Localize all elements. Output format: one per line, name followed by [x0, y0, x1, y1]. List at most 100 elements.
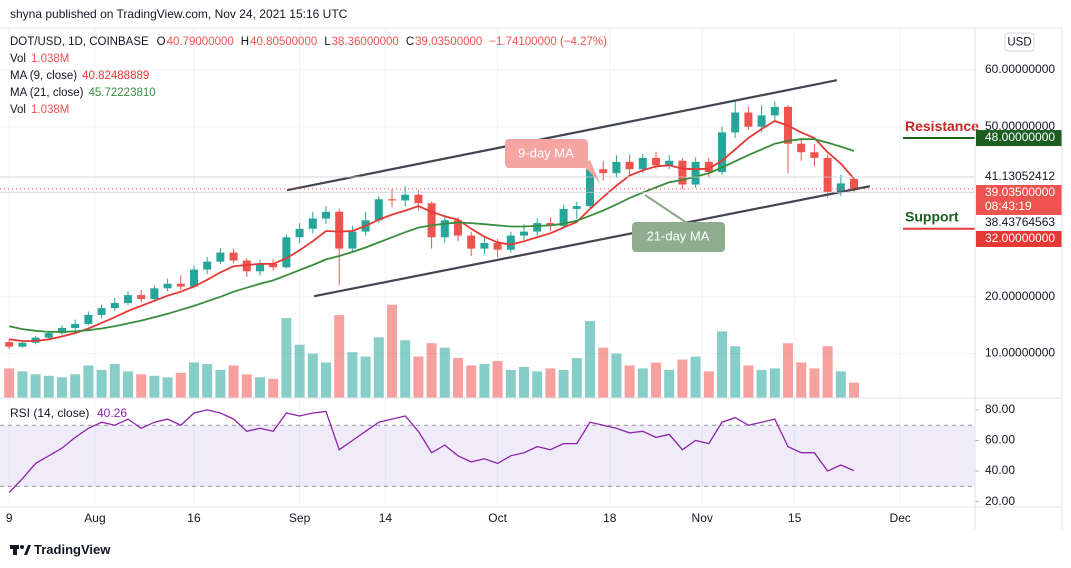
- candle-body: [836, 183, 845, 192]
- brand: TradingView: [10, 542, 111, 557]
- volume-bar: [360, 356, 371, 398]
- candle-body: [295, 228, 304, 238]
- candle-body: [678, 160, 687, 185]
- volume-bar: [294, 344, 305, 398]
- candle-body: [797, 143, 806, 153]
- price-label: 39.03500000: [985, 185, 1055, 199]
- legend-name: MA (9, close): [10, 70, 77, 82]
- volume-bar: [545, 368, 556, 398]
- ma-line: [9, 120, 855, 342]
- candle-body: [163, 283, 172, 289]
- axes: 9 Aug 16 Sep 14 Oct 18 Nov 15 Dec 10.00000000 20.00…: [0, 27, 1063, 530]
- candle-body: [599, 169, 608, 174]
- candle-body: [308, 218, 317, 229]
- candle-body: [480, 242, 489, 249]
- candle-body: [203, 261, 212, 270]
- candle-body: [123, 295, 132, 304]
- candle-body: [506, 235, 515, 250]
- volume-bar: [386, 304, 397, 398]
- rsi-line: [8, 409, 855, 493]
- volume-bar: [320, 362, 331, 398]
- level-text: Support: [905, 208, 959, 224]
- volume-bar: [109, 363, 120, 398]
- candle-body: [401, 194, 410, 201]
- volume-bar: [347, 352, 358, 398]
- volume-bar: [307, 353, 318, 398]
- volume-bar: [703, 371, 714, 398]
- candle-body: [269, 263, 278, 268]
- rsi-tick-label: 20.00: [985, 494, 1015, 508]
- volume-bar: [215, 369, 226, 398]
- volume-bar: [334, 315, 345, 398]
- candle-body: [110, 303, 119, 309]
- candle-body: [810, 152, 819, 158]
- published-note: shyna published on TradingView.com, Nov …: [10, 7, 348, 21]
- candle-body: [704, 161, 713, 173]
- candle-body: [189, 269, 198, 287]
- price-label: 38.43764563: [985, 215, 1055, 229]
- x-tick-label: 9: [6, 511, 13, 525]
- rsi-tick-label: 80.00: [985, 402, 1015, 416]
- candle-body: [665, 160, 674, 166]
- candle-body: [718, 132, 727, 173]
- currency-button[interactable]: [1004, 32, 1035, 52]
- annotation-text: 9-day MA: [518, 145, 574, 160]
- volume-bar: [796, 362, 807, 398]
- candle-body: [84, 314, 93, 325]
- volume-bar: [651, 362, 662, 398]
- volume-bar: [690, 356, 701, 398]
- volume-bar: [677, 359, 688, 398]
- volume-bar: [783, 343, 794, 398]
- candle-body: [387, 199, 396, 201]
- legend-name: MA (21, close): [10, 87, 84, 99]
- volume-bar: [268, 378, 279, 398]
- candle-body: [348, 231, 357, 249]
- ohlc-key: C: [406, 36, 414, 48]
- candle-body: [757, 115, 766, 127]
- volume-bar: [637, 368, 648, 398]
- volume-bar: [505, 369, 516, 398]
- price-label: 41.13052412: [985, 169, 1055, 183]
- legend-value: 1.038M: [31, 53, 69, 65]
- volume: [4, 304, 860, 398]
- x-tick-label: Sep: [289, 511, 311, 525]
- volume-bar: [849, 382, 860, 398]
- rsi-tick-label: 60.00: [985, 433, 1015, 447]
- candle-body: [440, 220, 449, 238]
- volume-bar: [400, 340, 411, 398]
- candle-body: [18, 342, 27, 347]
- ohlc-key: O: [157, 36, 166, 48]
- volume-bar: [30, 374, 41, 398]
- y-tick-label: 50.00000000: [985, 119, 1055, 133]
- candle-body: [731, 112, 740, 133]
- level-text: Resistance: [905, 118, 979, 134]
- candle-body: [137, 295, 146, 300]
- price-label-box: [976, 130, 1062, 147]
- y-tick-label: 10.00000000: [985, 346, 1055, 360]
- logo-part: [24, 545, 31, 555]
- volume-bar: [452, 358, 463, 398]
- candle-body: [467, 235, 476, 249]
- candle-body: [176, 283, 185, 287]
- legend: RSI (14, close) 40.26 DOT/USD, 1D, COINBAS…: [10, 36, 607, 420]
- candle-body: [427, 203, 436, 238]
- brand-name: TradingView: [34, 542, 111, 557]
- annotation-arrow: [582, 160, 600, 183]
- candle-body: [770, 106, 779, 116]
- volume-bar: [835, 371, 846, 398]
- volume-bar: [149, 375, 160, 398]
- candle-body: [519, 231, 528, 236]
- legend-name: Vol: [10, 104, 26, 116]
- ohlc-value: 38.36000000: [332, 36, 399, 48]
- volume-bar: [43, 375, 54, 398]
- currency-label: USD: [1007, 37, 1031, 49]
- rsi-band: [0, 425, 975, 487]
- volume-bar: [202, 363, 213, 398]
- candle-body: [691, 161, 700, 185]
- volume-bar: [96, 369, 107, 398]
- candle-body: [493, 242, 502, 250]
- rsi-value: 40.26: [97, 406, 127, 420]
- volume-bar: [769, 368, 780, 398]
- candle-body: [850, 178, 859, 189]
- volume-bar: [611, 353, 622, 398]
